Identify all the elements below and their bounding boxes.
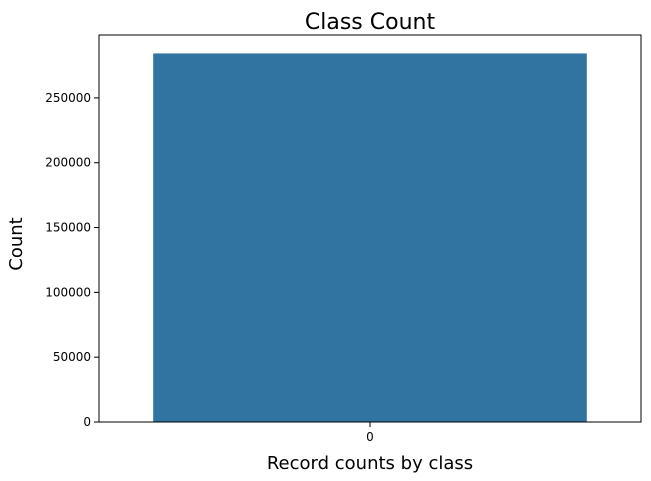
y-tick-label: 250000 — [45, 91, 91, 105]
y-tick-label: 100000 — [45, 285, 91, 299]
y-axis-label: Count — [6, 217, 27, 270]
y-tick-label: 150000 — [45, 221, 91, 235]
bar-0 — [153, 53, 587, 422]
y-tick-label: 200000 — [45, 156, 91, 170]
x-tick-label: 0 — [366, 430, 374, 444]
plot-area: 0 50000 100000 150000 200000 250000 0 — [45, 34, 642, 444]
y-tick-label: 0 — [83, 415, 91, 429]
y-tick-label: 50000 — [53, 350, 91, 364]
chart-title: Class Count — [305, 10, 436, 35]
x-axis-label: Record counts by class — [267, 453, 473, 474]
